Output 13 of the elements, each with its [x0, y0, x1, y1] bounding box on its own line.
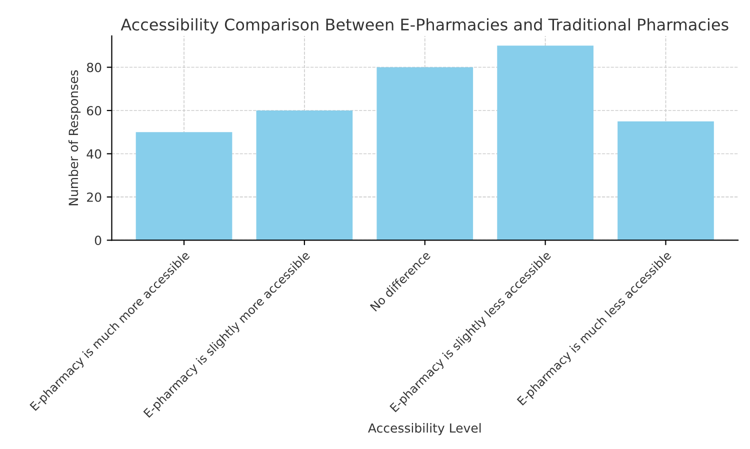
- bar: [376, 67, 474, 240]
- bar: [497, 46, 594, 240]
- y-tick-label: 80: [86, 62, 102, 72]
- bar: [256, 110, 353, 240]
- x-axis-title: Accessibility Level: [368, 423, 481, 436]
- y-tick-label: 20: [87, 192, 102, 202]
- y-axis-title: Number of Responses: [68, 70, 81, 206]
- y-tick-label: 60: [86, 106, 102, 116]
- chart-title: Accessibility Comparison Between E-Pharmacies and Traditional Pharmacies: [120, 18, 728, 34]
- bar: [618, 121, 714, 240]
- y-tick-label: 40: [86, 149, 102, 159]
- y-tick-label: 0: [94, 236, 102, 246]
- bar: [136, 132, 232, 240]
